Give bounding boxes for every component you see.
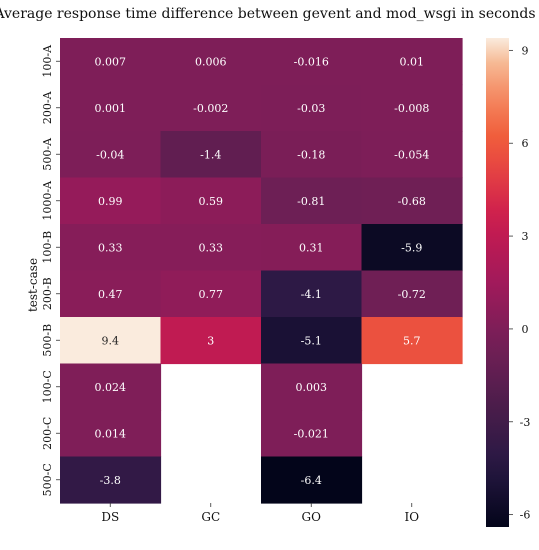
heatmap-cell bbox=[361, 38, 463, 86]
heatmap-cell bbox=[361, 84, 463, 132]
heatmap-cell bbox=[261, 38, 363, 86]
heatmap-cell bbox=[60, 363, 162, 411]
heatmap-cell bbox=[160, 270, 262, 318]
x-tick-label: IO bbox=[404, 510, 419, 524]
cell-value-label: -0.054 bbox=[394, 148, 429, 161]
heatmap-cell bbox=[160, 177, 262, 225]
y-tick-label: 200-A bbox=[41, 90, 54, 124]
y-tick-label: 100-C bbox=[41, 370, 54, 403]
cell-value-label: 0.33 bbox=[199, 241, 224, 254]
heatmap-cell bbox=[361, 317, 463, 365]
heatmap-cell bbox=[160, 224, 262, 272]
heatmap-cell bbox=[261, 84, 363, 132]
cell-value-label: -0.72 bbox=[398, 288, 426, 301]
colorbar-tick-label: 0 bbox=[522, 323, 529, 336]
cell-value-label: -0.021 bbox=[294, 427, 329, 440]
x-tick-label: DS bbox=[101, 510, 119, 524]
cell-value-label: 0.31 bbox=[299, 241, 324, 254]
cell-value-label: -0.18 bbox=[297, 148, 325, 161]
cell-value-label: -0.68 bbox=[398, 195, 426, 208]
colorbar-tick-label: -6 bbox=[520, 509, 531, 522]
colorbar-tick-label: -3 bbox=[520, 416, 531, 429]
y-tick-label: 200-C bbox=[41, 417, 54, 450]
heatmap-cell bbox=[261, 224, 363, 272]
cell-value-label: -0.04 bbox=[96, 148, 124, 161]
cell-value-label: 0.77 bbox=[199, 288, 224, 301]
x-axis: DS GC GO IO bbox=[101, 503, 419, 524]
heatmap-cell bbox=[261, 270, 363, 318]
chart-title: Average response time difference between… bbox=[0, 6, 536, 22]
heatmap-cell bbox=[60, 456, 162, 504]
heatmap-cell bbox=[261, 177, 363, 225]
heatmap-cell bbox=[60, 131, 162, 179]
heatmap-cell bbox=[261, 456, 363, 504]
cell-value-label: -0.81 bbox=[297, 195, 325, 208]
cell-value-label: -4.1 bbox=[301, 288, 322, 301]
x-tick-label: GO bbox=[302, 510, 322, 524]
cell-value-label: 0.003 bbox=[296, 381, 328, 394]
heatmap-cell bbox=[160, 84, 262, 132]
y-tick-label: 200-B bbox=[41, 277, 54, 310]
cell-value-label: 0.014 bbox=[95, 427, 127, 440]
cell-value-label: 0.024 bbox=[95, 381, 127, 394]
cell-value-label: 0.99 bbox=[98, 195, 123, 208]
heatmap-cell bbox=[60, 270, 162, 318]
cell-value-label: -5.9 bbox=[401, 241, 422, 254]
heatmap-cell bbox=[160, 38, 262, 86]
cell-value-label: -0.008 bbox=[394, 102, 429, 115]
cell-value-label: 3 bbox=[207, 334, 214, 347]
cell-value-label: -0.03 bbox=[297, 102, 325, 115]
cell-value-label: -0.016 bbox=[294, 55, 329, 68]
cell-value-label: 0.47 bbox=[98, 288, 123, 301]
cell-value-label: 0.007 bbox=[95, 55, 127, 68]
cell-value-label: -3.8 bbox=[100, 474, 121, 487]
heatmap-cells bbox=[60, 38, 463, 504]
heatmap-cell bbox=[60, 38, 162, 86]
y-tick-label: 500-C bbox=[41, 463, 54, 496]
colorbar-gradient bbox=[486, 38, 509, 527]
heatmap-cell bbox=[361, 270, 463, 318]
cell-value-label: -0.002 bbox=[193, 102, 228, 115]
y-tick-label: 100-A bbox=[41, 44, 54, 78]
heatmap-cell bbox=[60, 177, 162, 225]
y-tick-label: 100-B bbox=[41, 231, 54, 264]
colorbar-tick-label: 3 bbox=[522, 230, 529, 243]
cell-value-label: 0.01 bbox=[400, 55, 425, 68]
heatmap-cell bbox=[261, 410, 363, 458]
cell-value-label: -5.1 bbox=[301, 334, 322, 347]
colorbar-tick-label: 6 bbox=[522, 137, 529, 150]
heatmap-cell bbox=[60, 410, 162, 458]
cell-value-label: -1.4 bbox=[200, 148, 221, 161]
x-tick-label: GC bbox=[201, 510, 220, 524]
heatmap-cell bbox=[60, 317, 162, 365]
heatmap-cell bbox=[361, 177, 463, 225]
cell-labels: 0.007 0.006 -0.016 0.01 0.001 -0.002 -0.03 -0.0… bbox=[95, 55, 430, 487]
cell-value-label: 0.001 bbox=[95, 102, 127, 115]
cell-value-label: 5.7 bbox=[403, 334, 421, 347]
heatmap-cell bbox=[160, 317, 262, 365]
heatmap-cell bbox=[361, 224, 463, 272]
cell-value-label: 0.33 bbox=[98, 241, 123, 254]
cell-value-label: -6.4 bbox=[301, 474, 322, 487]
cell-value-label: 0.59 bbox=[199, 195, 224, 208]
heatmap-cell bbox=[160, 131, 262, 179]
heatmap-cell bbox=[261, 363, 363, 411]
cell-value-label: 0.006 bbox=[195, 55, 227, 68]
y-axis-label: test-case bbox=[26, 258, 40, 312]
heatmap-cell bbox=[60, 224, 162, 272]
colorbar: -6 -3 0 3 6 9 bbox=[486, 38, 530, 527]
y-axis: 100-A 200-A 500-A 1000-A 100-B 200-B 500-B 100-… bbox=[41, 44, 60, 496]
y-tick-label: 1000-A bbox=[41, 180, 54, 221]
y-tick-label: 500-B bbox=[41, 324, 54, 357]
heatmap-cell bbox=[261, 317, 363, 365]
heatmap-cell bbox=[361, 131, 463, 179]
heatmap-cell bbox=[261, 131, 363, 179]
y-tick-label: 500-A bbox=[41, 137, 54, 171]
heatmap-cell bbox=[60, 84, 162, 132]
cell-value-label: 9.4 bbox=[102, 334, 120, 347]
colorbar-tick-label: 9 bbox=[522, 44, 529, 57]
